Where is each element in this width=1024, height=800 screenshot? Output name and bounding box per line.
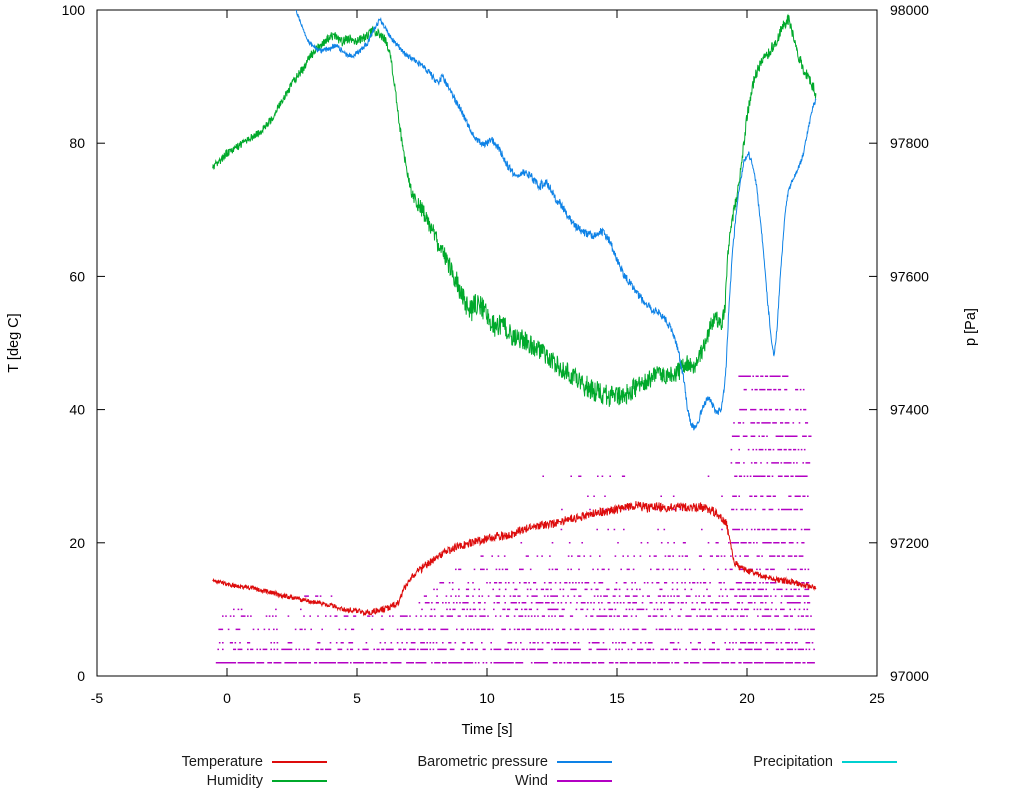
barometric-pressure-line <box>295 10 817 431</box>
y-left-tick-label: 40 <box>69 402 85 418</box>
y-left-tick-label: 80 <box>69 135 85 151</box>
humidity-line <box>212 13 817 407</box>
y-right-tick-label: 97800 <box>890 135 929 151</box>
y-right-tick-label: 97200 <box>890 535 929 551</box>
x-tick-label: 5 <box>353 690 361 706</box>
x-tick-label: 15 <box>609 690 625 706</box>
x-tick-label: 25 <box>869 690 885 706</box>
x-tick-label: 0 <box>223 690 231 706</box>
right-axis-label: p [Pa] <box>963 308 979 346</box>
series-group <box>212 10 817 664</box>
x-tick-label: 10 <box>479 690 495 706</box>
plot-border <box>96 9 878 677</box>
x-tick-label: -5 <box>91 690 104 706</box>
y-left-tick-label: 100 <box>62 2 86 18</box>
y-left-tick-label: 20 <box>69 535 85 551</box>
x-axis-label: Time [s] <box>461 722 513 738</box>
left-axis-label: T [deg C] <box>6 313 22 373</box>
y-right-tick-label: 97000 <box>890 668 929 684</box>
y-left-tick-label: 0 <box>77 668 85 684</box>
y-right-tick-label: 98000 <box>890 2 929 18</box>
x-tick-label: 20 <box>739 690 755 706</box>
wind-dots <box>215 375 815 664</box>
y-right-tick-label: 97600 <box>890 268 929 284</box>
y-right-tick-label: 97400 <box>890 402 929 418</box>
y-left-tick-label: 60 <box>69 268 85 284</box>
temperature-line <box>212 501 817 617</box>
